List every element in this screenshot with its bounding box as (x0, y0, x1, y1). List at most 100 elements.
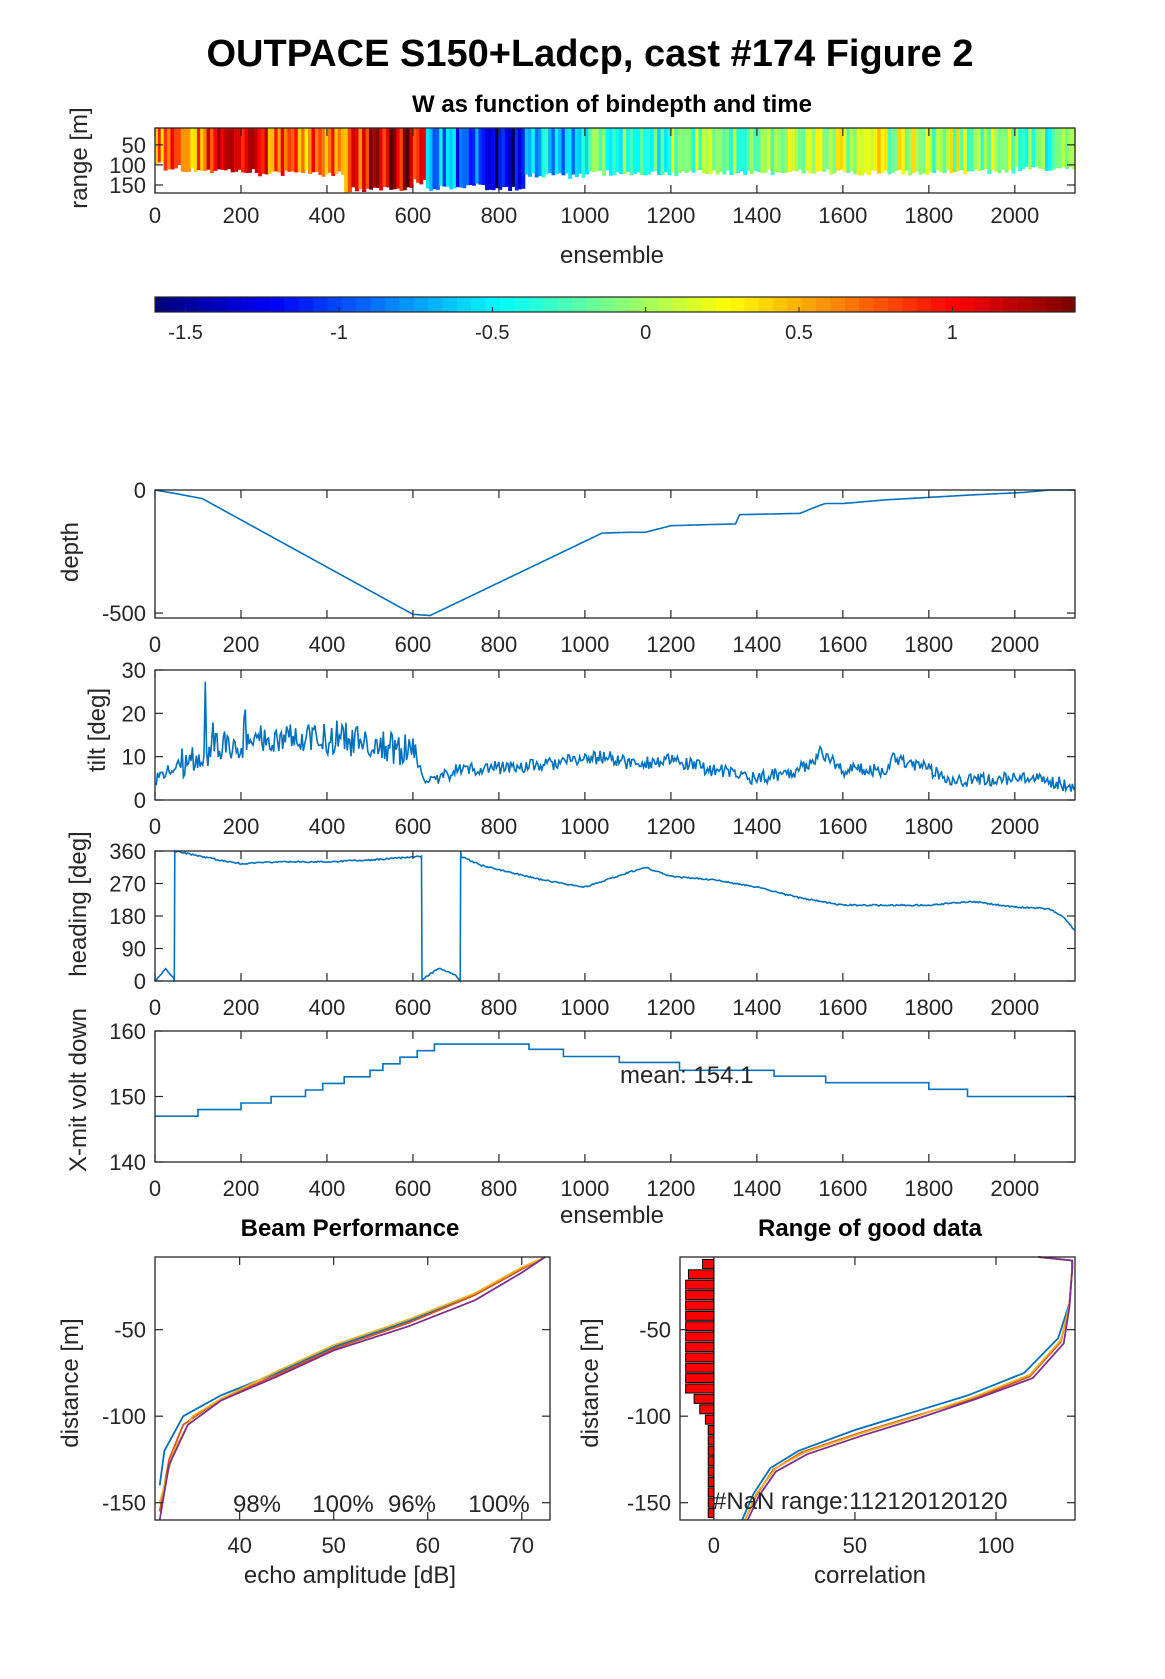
range-bar (707, 1445, 715, 1456)
xtick-label: 2000 (990, 1176, 1039, 1201)
heatmap-cell (1068, 128, 1073, 168)
heatmap-cell (531, 128, 536, 174)
xtick-label: 0 (149, 1176, 161, 1201)
colorbar-cell (571, 297, 587, 312)
xtick-label: 1600 (818, 1176, 867, 1201)
heatmap-cell (760, 128, 765, 174)
heatmap-cell (829, 128, 834, 175)
tilt-panel: 0 200 400 600 800 1000 1200 1400 1600 1800 2000 0 10… (122, 658, 1076, 839)
range-bar (704, 1414, 715, 1425)
heatmap-cell (887, 128, 892, 175)
heatmap-cell (534, 128, 539, 178)
heatmap-cell (1041, 128, 1046, 170)
heatmap-cell (777, 128, 782, 173)
colorbar-cell (960, 297, 975, 312)
heatmap-cell (392, 128, 397, 190)
ytick-label: 0 (134, 969, 146, 994)
heatmap-cell (605, 128, 610, 171)
heatmap-cell (897, 128, 902, 171)
ytick-label: 50 (122, 133, 146, 158)
range-bar (685, 1310, 715, 1321)
colorbar-cell (198, 297, 214, 312)
xtick-label: 0 (149, 995, 161, 1020)
colorbar-cell (1017, 297, 1033, 312)
ytick-label: 140 (109, 1150, 146, 1175)
colorbar-tick-label: 0 (640, 322, 651, 344)
colorbar-cell (672, 297, 688, 312)
heatmap-cell (928, 128, 933, 173)
xtick-label: 800 (481, 203, 518, 228)
heatmap-cell (459, 128, 463, 188)
beam-series-1 (158, 1256, 546, 1486)
heatmap-cell (973, 128, 978, 170)
heatmap-cell (853, 128, 858, 175)
heatmap-cell (321, 128, 326, 177)
range-bar (685, 1300, 715, 1311)
xtick-label: 0 (149, 632, 161, 657)
ytick-label: 30 (122, 658, 146, 683)
heatmap-cell (657, 128, 662, 176)
heatmap-cell (1001, 128, 1006, 170)
colorbar-cell (428, 297, 444, 312)
heatmap-cell (455, 128, 460, 188)
xtick-label: 400 (309, 203, 346, 228)
heatmap-cell (688, 128, 693, 171)
heatmap-cell (753, 128, 758, 171)
heatmap-cell (622, 128, 627, 175)
colorbar-cell (600, 297, 616, 312)
xtick-label: 400 (309, 995, 346, 1020)
xtick-label: 60 (415, 1533, 439, 1558)
heatmap-cell (206, 128, 211, 170)
heatmap-cell (311, 128, 316, 173)
heatmap-cell (694, 128, 700, 171)
heatmap-cell (729, 128, 734, 175)
colorbar-cell (658, 297, 674, 312)
colorbar-tick-label: -0.5 (475, 322, 509, 344)
heatmap-cell (429, 128, 434, 191)
heatmap-cell (382, 128, 387, 187)
xtick-label: 200 (223, 995, 260, 1020)
xtick-label: 1800 (904, 814, 953, 839)
heatmap-cell (271, 128, 275, 172)
heatmap-cell (815, 128, 820, 172)
heatmap-cell (822, 128, 827, 172)
heatmap-cell (1034, 128, 1039, 167)
colorbar-cell (701, 297, 717, 312)
heatmap-cell (163, 128, 168, 171)
heatmap-cell (602, 128, 607, 176)
xtick-label: 50 (321, 1533, 345, 1558)
heatmap-cell (193, 128, 198, 172)
colorbar-tick-label: 1 (947, 322, 958, 344)
ytick-label: 360 (109, 839, 146, 864)
heatmap-cell (445, 128, 450, 187)
heatmap-cell (389, 128, 394, 190)
ytick-label: 150 (109, 173, 146, 198)
heatmap-cell (301, 128, 306, 173)
heatmap-cell (801, 128, 806, 174)
colorbar-cell (514, 297, 530, 312)
ytick-label: -150 (627, 1491, 671, 1516)
xtick-label: 400 (309, 632, 346, 657)
beam-frame (154, 1256, 551, 1521)
heatmap-cell (588, 128, 593, 172)
heatmap-cell (223, 128, 228, 171)
beam-percent-label: 96% (388, 1491, 436, 1518)
heatmap-cell (997, 128, 1002, 174)
heatmap-cell (994, 128, 999, 172)
heatmap-cell (664, 128, 669, 173)
heatmap-cell (439, 128, 444, 186)
heatmap-cell (880, 128, 885, 173)
colorbar-cell (399, 297, 415, 312)
colorbar-cell (916, 297, 932, 312)
depth-ylabel: depth (57, 522, 84, 582)
heatmap-cell (277, 128, 282, 173)
colorbar-cell (730, 297, 745, 312)
heatmap-cell (472, 128, 476, 186)
heatmap-cell (966, 128, 971, 172)
colorbar-tick-label: -1 (330, 322, 348, 344)
colorbar-cell (1046, 297, 1062, 312)
range-bar (685, 1331, 715, 1342)
xtick-label: 600 (395, 1176, 432, 1201)
xtick-label: 1600 (818, 632, 867, 657)
